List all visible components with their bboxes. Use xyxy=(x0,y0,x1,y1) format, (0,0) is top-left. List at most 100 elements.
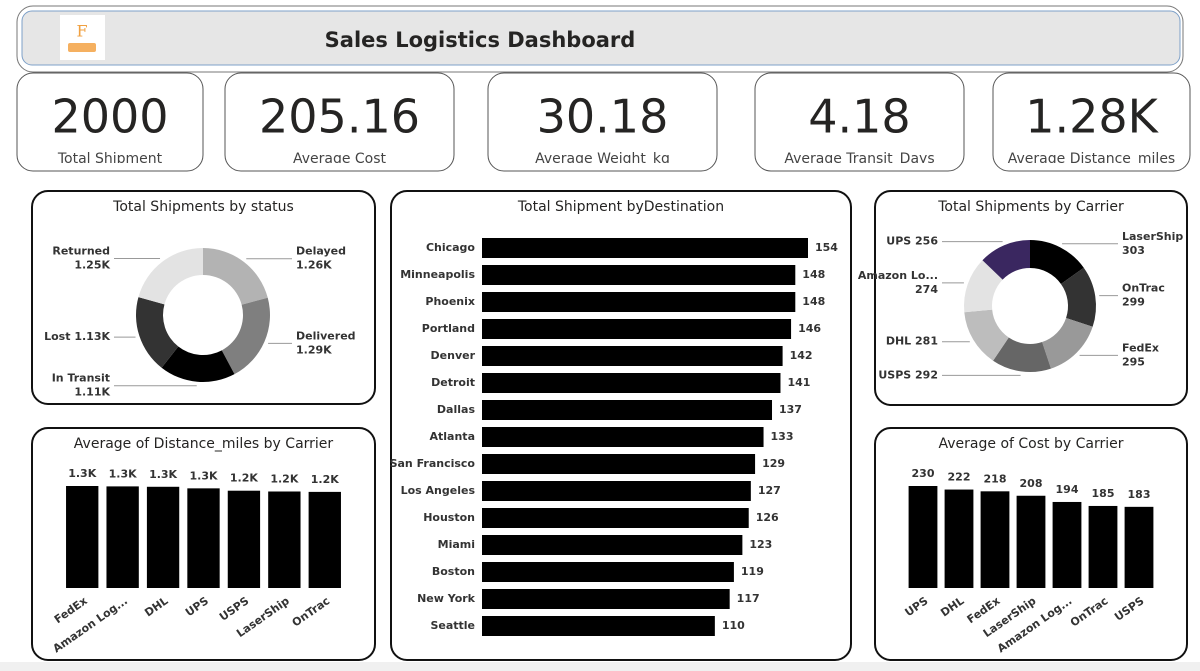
donut-slice xyxy=(964,260,1003,313)
slice-label: OnTrac xyxy=(1122,282,1165,295)
value-label: 183 xyxy=(1128,488,1151,501)
value-label: 146 xyxy=(798,322,821,335)
slice-label: Amazon Lo... xyxy=(858,269,938,282)
slice-label: USPS 292 xyxy=(878,368,938,381)
kpi-label-group: Average Weight_kg xyxy=(535,151,670,163)
y-tick-label: Seattle xyxy=(430,619,475,632)
logo: F xyxy=(60,15,105,60)
slice-label: Delayed xyxy=(296,245,346,258)
value-label: 119 xyxy=(741,565,764,578)
y-tick-label: Boston xyxy=(432,565,475,578)
donut-slice xyxy=(221,297,271,375)
kpi-card xyxy=(16,72,204,172)
bar xyxy=(66,486,99,588)
y-tick-label: New York xyxy=(417,592,476,605)
value-label: 292 xyxy=(915,368,938,381)
y-tick-label: Detroit xyxy=(431,376,475,389)
bar xyxy=(944,489,974,588)
category-name: DHL xyxy=(886,335,911,348)
chart-title: Average of Cost by Carrier xyxy=(939,436,1124,452)
value-label: 123 xyxy=(749,538,772,551)
kpi-card xyxy=(754,72,965,172)
value-label: 185 xyxy=(1092,487,1115,500)
slice-label: Lost 1.13K xyxy=(44,330,110,343)
kpi-card xyxy=(992,72,1191,172)
bar xyxy=(482,319,792,339)
value-label: 218 xyxy=(984,472,1007,485)
slice-value-label: 295 xyxy=(1122,355,1145,368)
content: 2000 Total Shipment 205.16 Average Cost 30.1… xyxy=(16,72,1191,661)
kpi-label: Average Cost xyxy=(293,151,387,167)
bar xyxy=(308,491,341,588)
kpi-value: 205.16 xyxy=(259,90,420,144)
slice-value-label: 1.11K xyxy=(74,386,110,399)
slice-label: LaserShip xyxy=(1122,230,1183,243)
value-label: 1.2K xyxy=(311,473,339,486)
category-name: UPS xyxy=(886,235,911,248)
y-tick-label: Miami xyxy=(438,538,475,551)
bar xyxy=(227,490,261,588)
slice-value-label: 303 xyxy=(1122,244,1145,257)
value-label: 1.3K xyxy=(189,469,217,482)
y-tick-label: Minneapolis xyxy=(400,268,475,281)
bar xyxy=(482,346,783,366)
bar xyxy=(482,454,756,474)
chart-title: Total Shipments by Carrier xyxy=(937,199,1124,215)
value-label: 142 xyxy=(790,349,813,362)
value-label: 148 xyxy=(802,295,825,308)
y-tick-label: Chicago xyxy=(426,241,475,254)
donut-slice xyxy=(993,337,1051,373)
bar xyxy=(482,238,808,258)
bar xyxy=(482,535,743,555)
slice-label: Returned xyxy=(52,244,110,257)
slice-value-label: 274 xyxy=(915,283,938,296)
value-label: 1.13K xyxy=(74,330,110,343)
header-frame xyxy=(16,5,1184,73)
bar xyxy=(268,491,301,588)
bar xyxy=(482,265,796,285)
slice-value-label: 1.25K xyxy=(74,258,110,271)
value-label: 256 xyxy=(915,235,938,248)
bar xyxy=(106,486,139,588)
value-label: 1.3K xyxy=(68,467,96,480)
bar xyxy=(482,508,749,528)
kpi-card xyxy=(224,72,455,172)
bar xyxy=(187,488,220,588)
bar xyxy=(482,373,781,393)
kpi-card xyxy=(487,72,718,172)
dashboard-title: Sales Logistics Dashboard xyxy=(325,28,636,52)
bar xyxy=(980,491,1010,588)
bar xyxy=(1088,505,1118,588)
y-tick-label: Dallas xyxy=(437,403,476,416)
kpi-value: 4.18 xyxy=(808,90,910,144)
svg-text:F: F xyxy=(76,22,87,41)
panel xyxy=(874,190,1188,406)
slice-label: Delivered xyxy=(296,329,356,342)
slice-label: DHL 281 xyxy=(886,335,938,348)
kpi-label: Total Shipment xyxy=(57,151,163,167)
value-label: 230 xyxy=(912,467,935,480)
donut-slice xyxy=(161,346,235,382)
bar xyxy=(482,427,764,447)
bar xyxy=(482,562,734,582)
y-tick-label: Los Angeles xyxy=(401,484,476,497)
bar xyxy=(1052,501,1082,588)
bar xyxy=(482,481,751,501)
bar xyxy=(1124,506,1154,588)
bar xyxy=(482,292,796,312)
kpi-value: 30.18 xyxy=(537,90,669,144)
kpi-label: Average Distance_miles xyxy=(1008,151,1175,167)
kpi-value: 1.28K xyxy=(1025,90,1159,144)
y-tick-label: San Francisco xyxy=(390,457,476,470)
value-label: 117 xyxy=(737,592,760,605)
bar xyxy=(482,616,715,636)
chart-title: Total Shipments by status xyxy=(112,199,294,215)
y-tick-label: Portland xyxy=(422,322,475,335)
kpi-label: Average Transit_Days xyxy=(784,151,934,167)
value-label: 208 xyxy=(1020,477,1043,490)
slice-label: In Transit xyxy=(52,372,110,385)
panel xyxy=(31,190,376,405)
value-label: 141 xyxy=(787,376,810,389)
bar xyxy=(482,400,773,420)
